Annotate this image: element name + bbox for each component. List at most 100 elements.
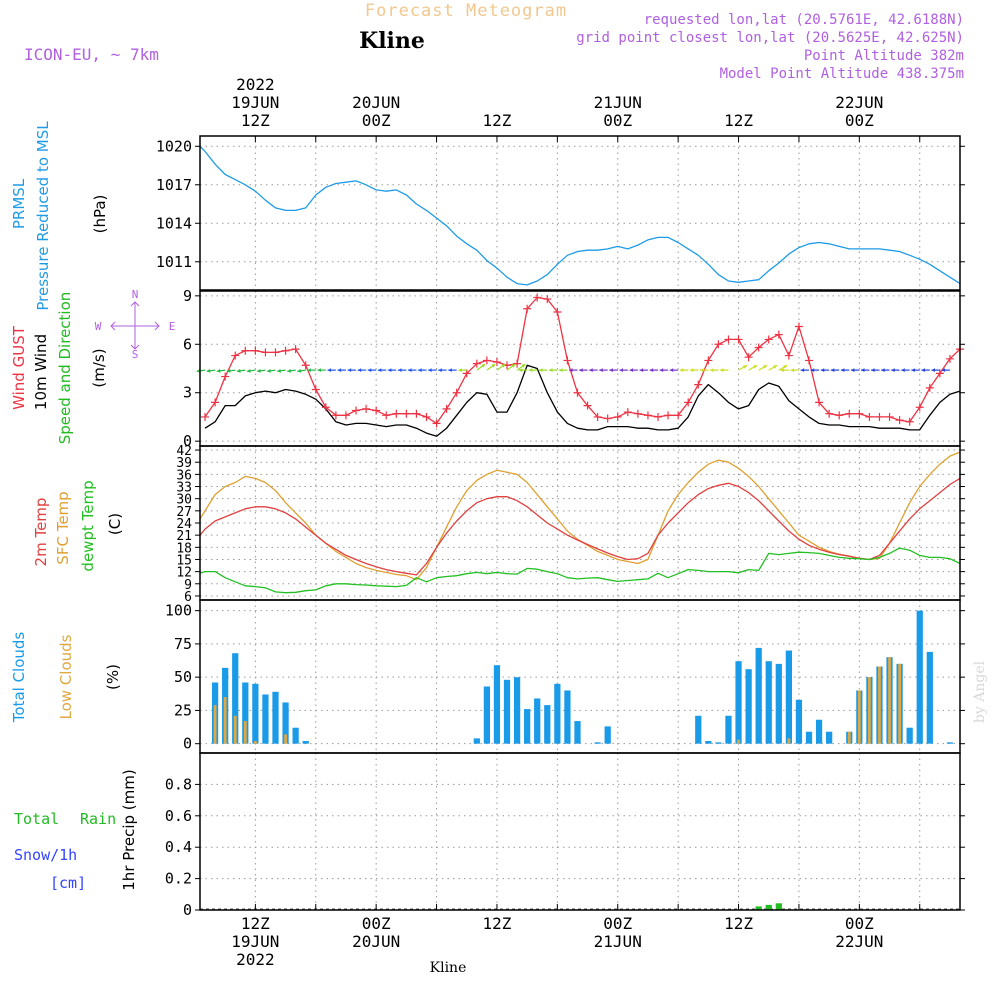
total-cloud-bar bbox=[946, 742, 954, 744]
low-cloud-bar bbox=[888, 657, 891, 744]
wind-unit: (m/s) bbox=[90, 348, 108, 387]
sfc-temp-label: SFC Temp bbox=[54, 491, 72, 564]
gust-marker bbox=[251, 346, 260, 355]
rain-label: Rain bbox=[80, 810, 116, 828]
total-cloud-bar bbox=[735, 661, 742, 744]
wind-arrow-head bbox=[720, 368, 724, 373]
wind-arrow-head bbox=[609, 368, 613, 373]
gust-marker bbox=[372, 406, 381, 415]
time-label-bottom: 19JUN bbox=[231, 932, 279, 951]
wind-arrow-head bbox=[790, 368, 795, 373]
wind-arrow-head bbox=[428, 368, 432, 373]
wind-arrow-head bbox=[377, 368, 382, 373]
point-altitude: Point Altitude 382m bbox=[804, 48, 964, 64]
gust-marker bbox=[825, 409, 834, 418]
y-tick-label: 0.6 bbox=[165, 807, 192, 825]
gust-marker bbox=[462, 369, 471, 378]
total-label: Total bbox=[14, 810, 59, 828]
credit: by Angel bbox=[972, 660, 988, 723]
time-label-top: 12Z bbox=[483, 111, 512, 130]
wind-arrow-head bbox=[881, 368, 885, 373]
wind-arrow-head bbox=[357, 368, 362, 373]
y-tick-label: 25 bbox=[174, 701, 192, 719]
gust-marker bbox=[845, 409, 854, 418]
y-tick-label: 30 bbox=[176, 493, 192, 508]
gust-marker bbox=[271, 348, 280, 357]
requested-coords: requested lon,lat (20.5761E, 42.6188N) bbox=[644, 12, 964, 28]
wind-arrow-head bbox=[800, 368, 805, 373]
gust-marker bbox=[704, 356, 713, 365]
precip-labels: Total Rain Snow/1h [cm] 1hr Precip (mm) bbox=[14, 769, 138, 892]
total-cloud-bar bbox=[826, 731, 833, 744]
y-tick-label: 0.2 bbox=[165, 870, 192, 888]
wind-arrow-head bbox=[830, 368, 835, 373]
panel-frame bbox=[199, 135, 961, 291]
wind-arrow-head bbox=[236, 368, 241, 373]
gust-marker bbox=[875, 412, 884, 421]
total-cloud-bar bbox=[604, 726, 611, 744]
gust-marker bbox=[613, 412, 622, 421]
wind-arrow-head bbox=[589, 368, 593, 373]
data-layer bbox=[196, 145, 964, 910]
time-label-bottom: 20JUN bbox=[352, 932, 400, 951]
wind-arrow-head bbox=[518, 368, 523, 373]
total-cloud-bar bbox=[594, 742, 601, 744]
y-tick-label: 1017 bbox=[156, 176, 192, 194]
y-tick-label: 15 bbox=[176, 553, 192, 568]
total-cloud-bar bbox=[242, 682, 249, 744]
wind-arrow-head bbox=[528, 368, 533, 373]
rain-bar bbox=[755, 906, 762, 910]
low-cloud-bar bbox=[868, 677, 871, 744]
gust-marker bbox=[422, 412, 431, 421]
wind-arrow-head bbox=[669, 368, 674, 373]
gust-marker bbox=[714, 340, 723, 349]
wind-speed-dir-label: Speed and Direction bbox=[56, 292, 74, 445]
gust-marker bbox=[915, 403, 924, 412]
dewpt-label: dewpt Temp bbox=[79, 480, 97, 571]
wind-arrow-head bbox=[297, 368, 302, 373]
total-cloud-bar bbox=[745, 669, 752, 744]
wind-arrow-head bbox=[548, 368, 553, 373]
total-cloud-bar bbox=[252, 683, 259, 744]
time-label-top: 21JUN bbox=[594, 93, 642, 112]
wind-arrow-head bbox=[941, 368, 946, 373]
wind-arrow-head bbox=[559, 368, 563, 373]
wind-arrow-head bbox=[367, 368, 372, 373]
low-cloud-bar bbox=[857, 690, 861, 744]
gust-marker bbox=[805, 356, 814, 365]
total-cloud-bar bbox=[554, 683, 561, 744]
gust-marker bbox=[412, 409, 421, 418]
gust-marker bbox=[311, 385, 320, 394]
wind-arrow-head bbox=[780, 368, 784, 373]
low-clouds-label: Low Clouds bbox=[57, 634, 75, 719]
wind-arrow-head bbox=[901, 368, 905, 373]
wind-arrow-head bbox=[689, 368, 694, 373]
time-label-bottom: 00Z bbox=[362, 914, 391, 933]
wind-arrow-head bbox=[287, 368, 291, 373]
wind-arrow-head bbox=[387, 368, 392, 373]
gust-marker bbox=[513, 359, 522, 368]
snow-label: Snow/1h bbox=[14, 846, 77, 864]
wind-arrow-head bbox=[277, 368, 281, 373]
y-tick-label: 0 bbox=[183, 901, 192, 919]
gust-marker bbox=[633, 409, 642, 418]
gust-marker bbox=[885, 412, 894, 421]
gust-marker bbox=[945, 354, 954, 363]
gust-marker bbox=[895, 416, 904, 425]
gust-marker bbox=[321, 403, 330, 412]
gust-line bbox=[204, 296, 961, 425]
panel-frame bbox=[199, 752, 961, 911]
wind-arrow-head bbox=[226, 368, 231, 373]
total-cloud-bar bbox=[232, 653, 239, 744]
gust-marker bbox=[684, 398, 693, 407]
low-cloud-bar bbox=[898, 663, 901, 744]
temp-line-sfc-temp bbox=[199, 451, 961, 581]
prmsl-label: PRMSL bbox=[10, 178, 28, 229]
wind-arrow-head bbox=[649, 368, 654, 373]
time-label-bottom: 12Z bbox=[483, 914, 512, 933]
wind-arrow-head bbox=[397, 368, 402, 373]
wind-arrow-head bbox=[448, 368, 452, 373]
cloud-unit: (%) bbox=[104, 664, 122, 690]
low-cloud-bar bbox=[847, 731, 851, 744]
